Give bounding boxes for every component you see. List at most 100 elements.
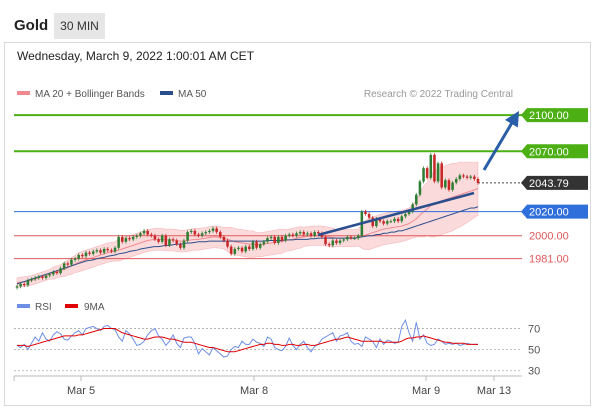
candle-body bbox=[353, 238, 356, 240]
candle-body bbox=[469, 176, 473, 178]
candle-body bbox=[52, 271, 55, 275]
candle-body bbox=[139, 233, 142, 236]
candle-body bbox=[295, 233, 298, 236]
x-tick-label: Mar 9 bbox=[412, 385, 440, 397]
candle-body bbox=[197, 234, 200, 236]
level-label-bg bbox=[521, 108, 588, 123]
candle-body bbox=[266, 238, 269, 242]
candle-body bbox=[284, 235, 287, 241]
candle-body bbox=[313, 232, 316, 236]
candle-body bbox=[433, 154, 436, 182]
ma20-line bbox=[16, 188, 479, 284]
price-legend: MA 20 + Bollinger Bands MA 50 bbox=[17, 89, 207, 100]
candle-body bbox=[367, 213, 371, 218]
bollinger-band bbox=[16, 161, 479, 288]
candle-body bbox=[418, 181, 422, 195]
rsi-tick-label: 30 bbox=[528, 366, 540, 378]
candle-body bbox=[244, 246, 247, 252]
candle-body bbox=[179, 244, 182, 248]
candle-body bbox=[153, 235, 157, 240]
candle-body bbox=[215, 228, 218, 233]
candle-body bbox=[77, 255, 80, 259]
level-label-bg bbox=[521, 144, 588, 159]
rsi-legend-label: RSI bbox=[35, 302, 52, 313]
x-axis: Mar 5 Mar 8 Mar 9 Mar 13 bbox=[13, 376, 511, 397]
candle-body bbox=[37, 276, 41, 278]
candle-body bbox=[364, 211, 367, 214]
candle-body bbox=[425, 168, 429, 178]
candle-body bbox=[110, 250, 113, 252]
candle-body bbox=[160, 235, 164, 242]
bollinger-legend-swatch bbox=[17, 91, 30, 95]
candle-body bbox=[142, 230, 146, 234]
candle-body bbox=[106, 248, 110, 251]
candle-body bbox=[389, 221, 393, 223]
candle-body bbox=[454, 179, 458, 183]
candle-body bbox=[287, 234, 291, 236]
candle-body bbox=[382, 221, 385, 224]
candle-body bbox=[407, 211, 411, 214]
chart-header: Gold 30 MIN bbox=[0, 0, 597, 42]
level-labels: 2100.00 2070.00 2043.79 2020.00 2000.00 1981.… bbox=[521, 108, 588, 266]
candle-body bbox=[422, 168, 425, 182]
candle-body bbox=[131, 236, 135, 240]
timeframe-button[interactable]: 30 MIN bbox=[54, 13, 105, 39]
price-levels bbox=[14, 114, 522, 260]
candle-body bbox=[302, 232, 306, 235]
candle-body bbox=[171, 239, 175, 241]
candle-body bbox=[280, 236, 284, 241]
candle-body bbox=[346, 236, 349, 240]
candle-body bbox=[298, 232, 302, 234]
candle-body bbox=[33, 277, 37, 280]
candle-body bbox=[200, 233, 204, 236]
instrument-title: Gold bbox=[14, 17, 49, 34]
candle-body bbox=[208, 230, 211, 233]
candle-body bbox=[124, 238, 128, 242]
candle-body bbox=[444, 180, 447, 188]
level-label-text: 2020.00 bbox=[529, 207, 569, 219]
candle-body bbox=[378, 218, 382, 222]
candle-body bbox=[393, 218, 396, 222]
candle-body bbox=[164, 235, 168, 246]
rsi-ma9-line bbox=[17, 328, 478, 353]
level-label-text: 2100.00 bbox=[529, 110, 569, 122]
candle-body bbox=[251, 241, 255, 249]
candle-body bbox=[233, 248, 237, 254]
candle-body bbox=[415, 194, 418, 205]
candle-body bbox=[66, 263, 70, 265]
candle-body bbox=[385, 221, 389, 224]
candle-body bbox=[465, 176, 469, 178]
candles bbox=[15, 153, 480, 290]
candle-body bbox=[458, 175, 462, 180]
candle-body bbox=[371, 217, 375, 227]
attribution: Research © 2022 Trading Central bbox=[364, 89, 513, 100]
candle-body bbox=[400, 216, 404, 222]
candle-body bbox=[476, 179, 480, 183]
candle-body bbox=[277, 236, 280, 243]
candle-body bbox=[182, 240, 186, 248]
candle-body bbox=[73, 258, 77, 260]
candle-body bbox=[411, 204, 414, 212]
candle-body bbox=[30, 279, 33, 281]
candle-body bbox=[157, 239, 160, 242]
candle-body bbox=[429, 154, 433, 178]
candle-body bbox=[436, 163, 440, 182]
candle-body bbox=[55, 271, 59, 274]
candle-body bbox=[102, 248, 106, 253]
candle-body bbox=[396, 218, 400, 222]
projection-arrow bbox=[482, 110, 520, 171]
candle-body bbox=[356, 235, 360, 239]
candle-body bbox=[309, 233, 313, 236]
rsi-tick-label: 50 bbox=[528, 345, 540, 357]
candle-body bbox=[273, 236, 276, 243]
candle-body bbox=[189, 230, 193, 233]
candle-body bbox=[219, 232, 222, 237]
chart-panel bbox=[4, 42, 591, 406]
candle-body bbox=[404, 213, 407, 217]
moving-averages bbox=[16, 206, 479, 285]
level-label-text: 2070.00 bbox=[529, 146, 569, 158]
candle-body bbox=[48, 274, 51, 276]
ma9-legend-label: 9MA bbox=[84, 302, 105, 313]
candle-body bbox=[175, 240, 178, 245]
candle-body bbox=[291, 234, 295, 236]
